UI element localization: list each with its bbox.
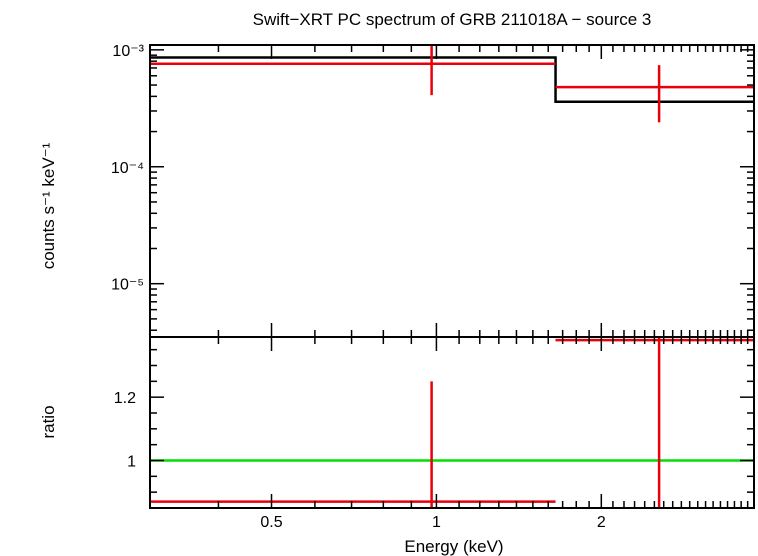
y-tick-label: 10⁻⁴ (111, 160, 144, 177)
ratio-data-point (150, 381, 556, 508)
x-tick-label: 0.5 (260, 514, 282, 531)
model-step-line (150, 56, 754, 103)
x-tick-label: 1 (432, 514, 441, 531)
y-tick-label: 10⁻⁵ (111, 277, 144, 294)
bottom-y-axis-label: ratio (39, 405, 58, 438)
ratio-data-point (555, 337, 754, 508)
ratio-panel: 1 1.2 0.5 1 2 (114, 336, 755, 531)
y-tick-label: 1 (127, 454, 136, 471)
y-tick-label: 10⁻³ (112, 43, 144, 60)
x-axis-label: Energy (keV) (404, 537, 503, 556)
top-y-axis-label: counts s⁻¹ keV⁻¹ (39, 142, 58, 269)
y-tick-label: 1.2 (114, 390, 136, 407)
chart-title: Swift−XRT PC spectrum of GRB 211018A − s… (253, 10, 652, 29)
spectrum-data-point (555, 65, 754, 123)
x-tick-label: 2 (597, 514, 606, 531)
spectrum-panel: 10⁻³ 10⁻⁴ 10⁻⁵ (111, 43, 755, 338)
spectrum-data-point (150, 45, 556, 96)
spectrum-frame (149, 44, 755, 338)
ratio-frame (149, 336, 755, 509)
